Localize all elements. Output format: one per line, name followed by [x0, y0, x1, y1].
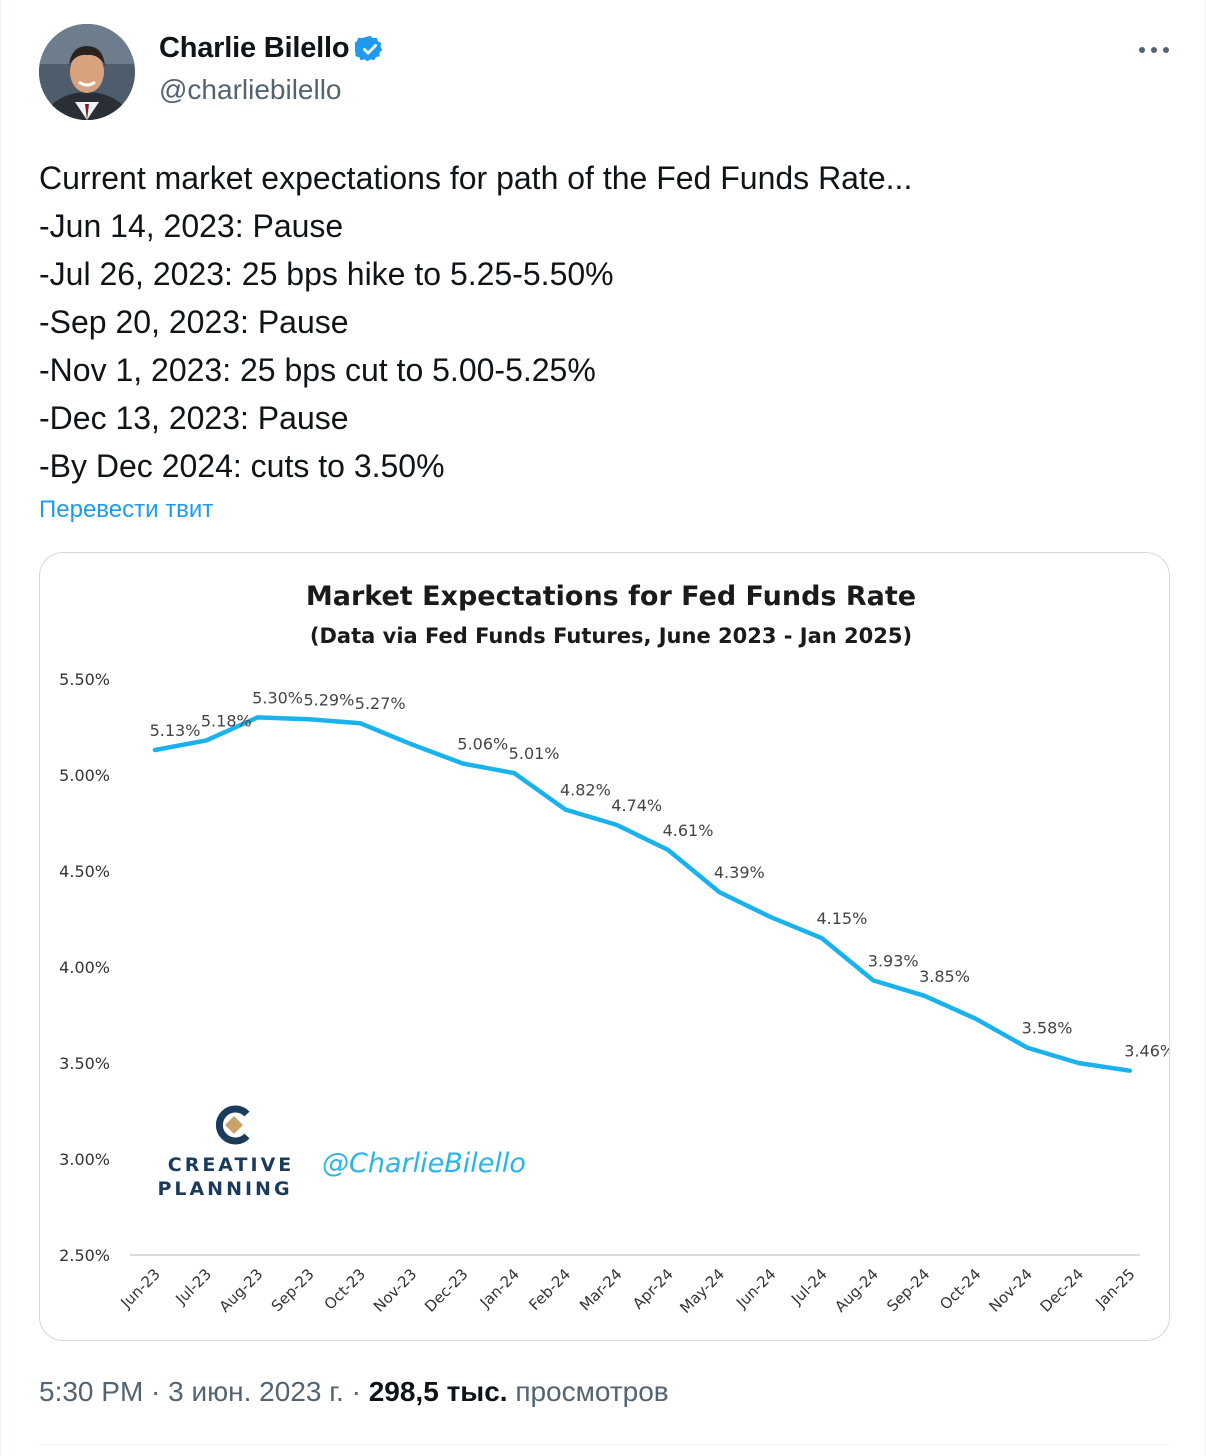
data-label: 4.15%	[816, 909, 867, 928]
y-tick-label: 4.50%	[59, 862, 110, 881]
y-tick-label: 3.50%	[59, 1054, 110, 1073]
data-label: 4.74%	[611, 796, 662, 815]
tweet-date[interactable]: 3 июн. 2023 г.	[168, 1376, 344, 1407]
data-label: 4.39%	[714, 863, 765, 882]
x-tick-label: Jan-24	[476, 1265, 523, 1312]
tweet-meta: 5:30 PM · 3 июн. 2023 г. · 298,5 тыс. пр…	[39, 1376, 669, 1408]
tweet-text: Current market expectations for path of …	[39, 154, 912, 490]
data-label: 3.46%	[1124, 1042, 1170, 1061]
author-row: Charlie Bilello	[159, 32, 385, 65]
views-count[interactable]: 298,5 тыс.	[368, 1376, 508, 1407]
tweet-line: -Nov 1, 2023: 25 bps cut to 5.00-5.25%	[39, 352, 596, 388]
author-name[interactable]: Charlie Bilello	[159, 32, 350, 64]
x-tick-label: Mar-24	[576, 1265, 625, 1314]
x-tick-label: Oct-24	[936, 1265, 984, 1313]
creative-planning-logo	[215, 1105, 250, 1145]
y-tick-label: 2.50%	[59, 1246, 110, 1265]
verified-badge-icon	[353, 34, 385, 64]
series-line	[152, 715, 1132, 1073]
x-tick-label: May-24	[676, 1265, 728, 1317]
data-label: 5.27%	[355, 694, 406, 713]
author-handle[interactable]: @charliebilello	[159, 74, 342, 105]
logo-text-planning: PLANNING	[157, 1178, 292, 1200]
data-label: 5.13%	[150, 721, 201, 740]
chart-image[interactable]: Market Expectations for Fed Funds Rate (D…	[39, 552, 1170, 1341]
translate-link[interactable]: Перевести твит	[39, 496, 214, 523]
y-tick-label: 5.00%	[59, 766, 110, 785]
data-label: 5.18%	[201, 711, 252, 730]
x-tick-label: Sep-23	[268, 1265, 318, 1315]
avatar-photo	[39, 24, 135, 120]
x-tick-label: Jul-23	[172, 1265, 216, 1309]
logo-text-creative: CREATIVE	[168, 1154, 295, 1176]
data-label: 4.61%	[663, 821, 714, 840]
x-tick-label: Oct-23	[321, 1265, 369, 1313]
x-tick-label: Sep-24	[883, 1265, 933, 1315]
x-tick-label: Jul-24	[787, 1265, 831, 1309]
meta-separator: ·	[143, 1376, 169, 1407]
x-tick-label: Feb-24	[525, 1265, 574, 1314]
data-label: 3.93%	[868, 951, 919, 970]
tweet-line: -Sep 20, 2023: Pause	[39, 304, 349, 340]
tweet-line: -Dec 13, 2023: Pause	[39, 400, 349, 436]
watermark-handle: @CharlieBilello	[322, 1148, 526, 1179]
data-label: 3.58%	[1022, 1019, 1073, 1038]
meta-separator: ·	[343, 1376, 369, 1407]
y-tick-label: 3.00%	[59, 1150, 110, 1169]
chart-title: Market Expectations for Fed Funds Rate	[306, 581, 916, 612]
data-label: 5.29%	[303, 690, 354, 709]
data-label: 5.06%	[457, 734, 508, 753]
x-tick-label: Dec-24	[1037, 1265, 1088, 1316]
data-label: 3.85%	[919, 967, 970, 986]
views-label: просмотров	[507, 1376, 669, 1407]
x-tick-label: Nov-24	[985, 1265, 1035, 1315]
tweet-time[interactable]: 5:30 PM	[39, 1376, 144, 1407]
data-label: 5.30%	[252, 688, 303, 707]
tweet-line: Current market expectations for path of …	[39, 160, 913, 196]
tweet-line: -Jul 26, 2023: 25 bps hike to 5.25-5.50%	[39, 256, 614, 292]
x-tick-label: Dec-23	[421, 1265, 472, 1316]
y-tick-label: 4.00%	[59, 958, 110, 977]
x-tick-label: Jan-25	[1091, 1265, 1138, 1312]
data-label: 4.82%	[560, 781, 611, 800]
x-tick-label: Jun-24	[732, 1265, 779, 1312]
divider	[39, 1444, 1170, 1445]
avatar[interactable]	[39, 24, 135, 120]
logo-arc-icon	[215, 1105, 250, 1145]
chart-subtitle: (Data via Fed Funds Futures, June 2023 -…	[310, 624, 912, 648]
x-tick-label: Aug-23	[216, 1265, 267, 1316]
x-tick-label: Aug-24	[831, 1265, 882, 1316]
x-tick-label: Apr-24	[629, 1265, 677, 1313]
more-options-icon[interactable]	[1134, 36, 1174, 64]
y-tick-label: 5.50%	[59, 670, 110, 689]
tweet-line: -Jun 14, 2023: Pause	[39, 208, 344, 244]
tweet-line: -By Dec 2024: cuts to 3.50%	[39, 448, 445, 484]
data-label: 5.01%	[509, 744, 560, 763]
x-tick-label: Nov-23	[370, 1265, 420, 1315]
x-tick-label: Jun-23	[116, 1265, 163, 1312]
logo-diamond-icon	[225, 1116, 243, 1134]
line-chart: Market Expectations for Fed Funds Rate (D…	[59, 581, 1170, 1317]
